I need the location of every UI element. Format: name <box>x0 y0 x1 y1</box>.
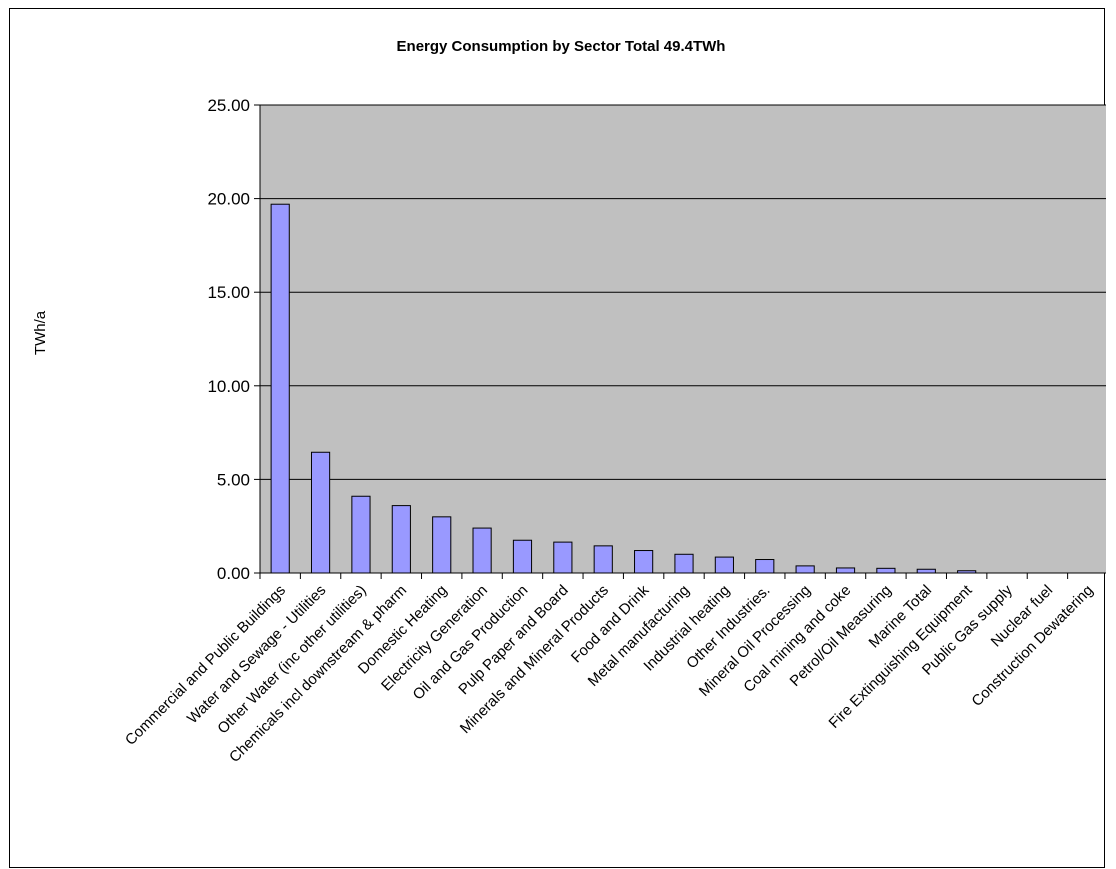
bar <box>512 539 533 574</box>
bar <box>593 545 613 574</box>
bar <box>634 550 654 574</box>
bar <box>755 559 775 574</box>
y-axis-label: TWh/a <box>32 310 49 355</box>
chart-container: Energy Consumption by Sector Total 49.4T… <box>9 8 1106 868</box>
bar <box>795 565 815 574</box>
bar <box>553 541 573 574</box>
bar <box>270 203 290 574</box>
y-tick-label: 25.00 <box>207 96 250 115</box>
bar <box>835 567 856 574</box>
bar <box>714 556 734 574</box>
bar <box>472 527 492 574</box>
x-category-label: Minerals and Mineral Products <box>457 582 612 737</box>
y-tick-label: 10.00 <box>207 377 250 396</box>
plot-background <box>259 104 1106 574</box>
y-tick-label: 20.00 <box>207 190 250 209</box>
bar <box>674 553 694 574</box>
bar <box>391 505 411 574</box>
y-tick-label: 15.00 <box>207 283 250 302</box>
y-tick-label: 5.00 <box>217 470 250 489</box>
bar <box>432 516 452 574</box>
bar <box>310 451 331 574</box>
chart-title: Energy Consumption by Sector Total 49.4T… <box>397 38 726 55</box>
bar <box>351 495 371 574</box>
bar <box>916 568 936 574</box>
x-category-label: Other Water (inc other utilities) <box>214 582 369 737</box>
bar <box>957 570 977 574</box>
bar <box>876 567 896 574</box>
y-tick-label: 0.00 <box>217 564 250 583</box>
bar-chart: Energy Consumption by Sector Total 49.4T… <box>32 38 1106 766</box>
